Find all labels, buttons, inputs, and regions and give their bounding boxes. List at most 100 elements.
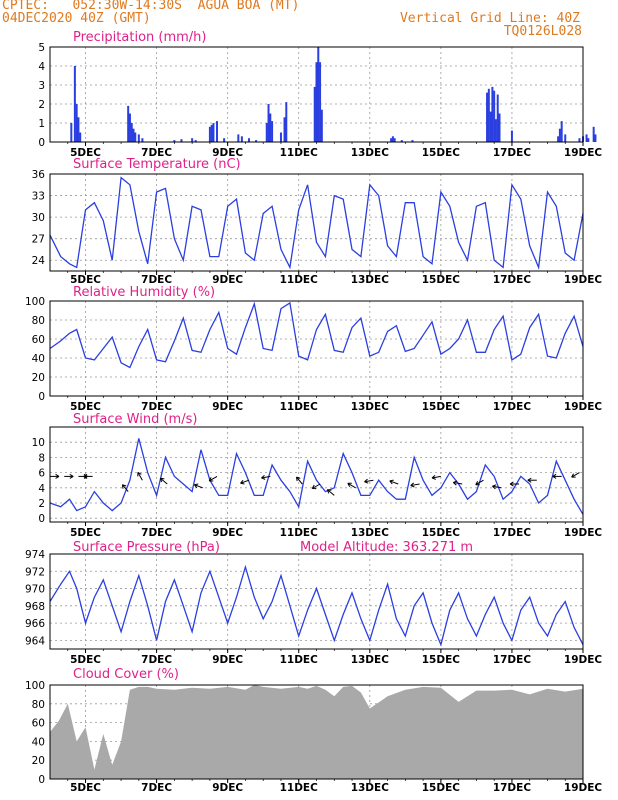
wind-arrow-head [492, 484, 497, 490]
wind-arrow-head [571, 473, 576, 478]
header-model-label: TQ0126L028 [503, 24, 582, 39]
x-tick-label: 9DEC [212, 527, 243, 539]
precip-bar [493, 90, 496, 142]
x-tick-label: 13DEC [351, 782, 390, 794]
precip-bar [223, 138, 226, 142]
wind-arrow-shaft [160, 477, 168, 485]
precip-bar [578, 138, 581, 142]
x-tick-label: 11DEC [280, 527, 319, 539]
x-tick-label: 11DEC [280, 654, 319, 666]
x-tick-label: 19DEC [564, 527, 603, 539]
precip-title: Precipitation (mm/h) [73, 30, 206, 45]
wind-arrow-head [159, 477, 165, 483]
precip-bar [77, 117, 80, 142]
precip-bar [585, 134, 588, 142]
x-tick-label: 7DEC [141, 527, 172, 539]
y-tick-label: 80 [32, 699, 45, 711]
x-tick-label: 5DEC [70, 274, 101, 286]
precip-bar [486, 92, 489, 142]
precip-bar [320, 109, 323, 142]
wind-title: Surface Wind (m/s) [73, 412, 197, 427]
y-tick-label: 20 [32, 755, 45, 767]
plot-frame [49, 426, 584, 523]
precip-bar [496, 94, 499, 142]
wind-arrow-shaft [296, 476, 303, 485]
precip-bar [132, 128, 135, 142]
precip-bar [208, 126, 211, 142]
wind-arrow-head [389, 479, 394, 485]
precip-bar [319, 62, 322, 143]
precip-bar [130, 123, 133, 142]
wind-arrow-shaft [364, 479, 374, 483]
y-tick-label: 100 [25, 680, 45, 692]
y-tick-label: 0 [38, 137, 45, 149]
x-tick-label: 19DEC [564, 654, 603, 666]
x-tick-label: 11DEC [280, 401, 319, 413]
x-tick-label: 13DEC [351, 527, 390, 539]
plot-frame [49, 46, 584, 143]
precip-bar [173, 140, 176, 142]
precip-bar [191, 138, 194, 142]
precip-bar [210, 124, 213, 142]
wind-arrow-head [509, 481, 514, 487]
x-tick-label: 17DEC [493, 782, 532, 794]
panel-pres: 964 966 968 970 972 974 5DEC 7DEC 9DEC 11DEC 13DEC… [25, 540, 602, 666]
y-tick-label: 6 [38, 468, 45, 480]
y-tick-label: 2 [38, 498, 45, 510]
wind-arrow-head [83, 473, 88, 479]
wind-arrow-head [326, 489, 332, 494]
precip-bar [594, 134, 597, 142]
precip-bar [70, 123, 73, 142]
precip-bar [75, 104, 78, 142]
precip-bar [283, 117, 286, 142]
precip-bar [194, 140, 197, 142]
y-tick-label: 0 [38, 774, 45, 786]
y-tick-label: 8 [38, 452, 45, 464]
precip-bar [557, 136, 560, 142]
precip-bar [216, 121, 219, 142]
wind-arrow-head [431, 474, 436, 480]
temp-line [49, 176, 584, 270]
x-tick-label: 13DEC [351, 401, 390, 413]
y-tick-label: 968 [25, 601, 45, 613]
wind-line [49, 438, 584, 515]
x-tick-label: 17DEC [493, 654, 532, 666]
plot-frame [49, 173, 584, 272]
wind-arrow-shaft [475, 479, 484, 486]
header-line1: CPTEC: 052:30W-14:30S AGUA BOA (MT) [2, 0, 300, 13]
x-tick-label: 19DEC [564, 274, 603, 286]
x-tick-label: 9DEC [212, 782, 243, 794]
x-tick-label: 5DEC [70, 782, 101, 794]
rh-title: Relative Humidity (%) [73, 285, 215, 300]
x-tick-label: 19DEC [564, 401, 603, 413]
y-tick-label: 24 [32, 255, 46, 267]
x-tick-label: 5DEC [70, 527, 101, 539]
wind-arrow-head [347, 482, 352, 488]
wind-arrow-head [193, 483, 199, 489]
precip-bar [494, 119, 497, 142]
y-tick-label: 60 [32, 334, 45, 346]
precip-bar [240, 136, 243, 142]
x-tick-label: 7DEC [141, 147, 172, 159]
plot-frame [49, 553, 584, 650]
pres-title: Surface Pressure (hPa) [73, 540, 220, 555]
precip-bar [180, 139, 183, 142]
x-tick-label: 5DEC [70, 401, 101, 413]
y-tick-label: 970 [25, 584, 45, 596]
panel-wind: 0 2 4 6 8 10 5DEC 7DEC 9DEC 11DEC 13DEC 15DEC 17DEC 1… [32, 412, 603, 539]
wind-arrow-shaft [194, 484, 203, 489]
precip-bar [137, 134, 140, 142]
y-tick-label: 966 [25, 618, 45, 630]
y-tick-label: 80 [32, 315, 45, 327]
x-tick-label: 11DEC [280, 782, 319, 794]
precip-bar [315, 62, 318, 143]
precip-bar [489, 111, 492, 142]
y-tick-label: 40 [32, 353, 45, 365]
wind-arrow-shaft [137, 472, 143, 481]
precip-bar [265, 123, 268, 142]
x-tick-label: 17DEC [493, 147, 532, 159]
x-tick-label: 11DEC [280, 147, 319, 159]
precip-bar [313, 86, 316, 142]
wind-arrow-shaft [240, 479, 250, 484]
